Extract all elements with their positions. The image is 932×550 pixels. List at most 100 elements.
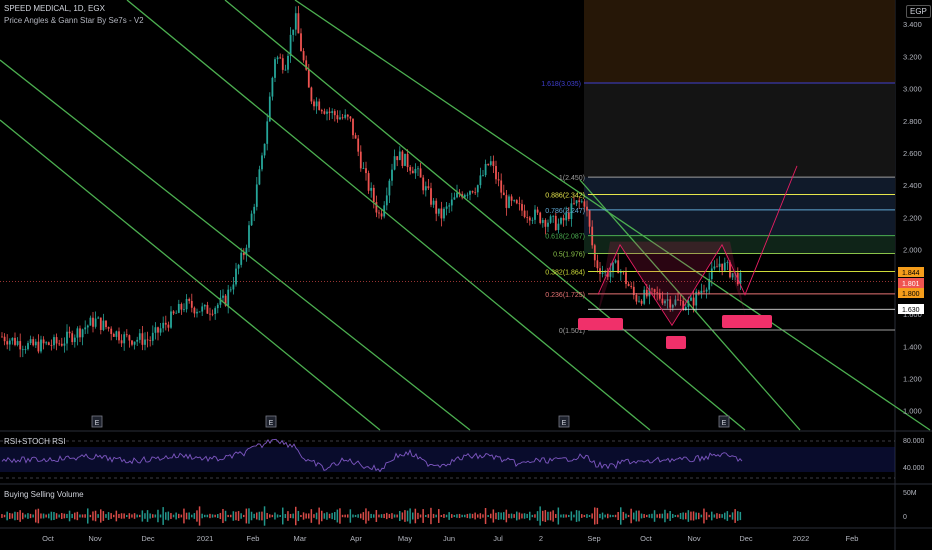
candle-body: [206, 304, 209, 314]
volume-bar: [328, 513, 331, 519]
candle-body: [313, 101, 315, 107]
candle-body: [71, 333, 74, 343]
volume-bar: [305, 513, 307, 519]
volume-bar: [635, 510, 638, 522]
fib-level-label: 0.886(2.342): [545, 193, 585, 200]
volume-bar: [115, 510, 118, 522]
candle-body: [112, 333, 115, 337]
candle-body: [201, 306, 204, 312]
candle-body: [430, 188, 432, 205]
volume-bar: [539, 506, 541, 526]
volume-bar: [544, 510, 547, 522]
candle-body: [50, 344, 53, 346]
candle-body: [372, 187, 375, 203]
candle-body: [552, 215, 555, 217]
volume-bar: [40, 513, 42, 519]
volume-bar: [126, 514, 128, 518]
candle-body: [380, 213, 383, 217]
volume-bar: [170, 513, 172, 519]
volume-bar: [479, 513, 482, 519]
pattern-marker: [578, 318, 623, 330]
candle-body: [55, 337, 58, 344]
candle-body: [125, 334, 128, 336]
channel-line: [294, 0, 931, 431]
candle-body: [297, 13, 300, 34]
candle-body: [544, 220, 547, 227]
volume-bar: [154, 514, 157, 518]
volume-bar: [604, 514, 606, 518]
candle-body: [149, 340, 152, 342]
candle-body: [708, 279, 711, 290]
candle-body: [385, 195, 388, 206]
candle-body: [375, 202, 378, 213]
candle-body: [268, 96, 271, 122]
event-marker: [718, 415, 730, 428]
candle-body: [94, 318, 97, 327]
candle-body: [510, 196, 513, 201]
volume-bar: [274, 512, 276, 520]
volume-bar: [196, 510, 198, 522]
volume-bar: [692, 511, 695, 521]
time-tick-label: 2022: [793, 534, 810, 543]
volume-bar: [620, 507, 622, 525]
candle-body: [346, 114, 349, 117]
candle-body: [3, 336, 6, 342]
volume-bar: [313, 514, 315, 518]
candle-body: [16, 341, 19, 345]
candle-body: [401, 151, 404, 166]
candle-body: [73, 337, 76, 343]
volume-bar: [315, 512, 318, 520]
volume-bar: [388, 514, 391, 518]
candle-body: [565, 212, 568, 221]
volume-bar: [165, 512, 167, 520]
candle-body: [255, 184, 258, 207]
candle-body: [710, 268, 713, 280]
volume-bar: [739, 511, 742, 521]
volume-bar: [568, 514, 570, 518]
candle-body: [333, 111, 336, 116]
volume-bar: [74, 512, 76, 520]
pattern-marker: [666, 336, 686, 349]
candle-body: [40, 339, 42, 352]
volume-bar: [118, 513, 120, 519]
channel-line: [0, 119, 381, 431]
volume-bar: [235, 511, 237, 521]
volume-bar: [518, 512, 521, 520]
volume-bar: [469, 513, 471, 519]
candle-body: [120, 340, 123, 344]
candle-body: [562, 217, 565, 221]
volume-bar: [555, 514, 557, 518]
volume-bar: [482, 514, 484, 518]
candle-body: [323, 111, 326, 114]
volume-bar: [510, 513, 513, 519]
volume-bar: [724, 512, 726, 520]
candle-body: [190, 300, 193, 308]
candle-body: [518, 203, 521, 205]
candle-body: [354, 135, 357, 139]
candle-body: [443, 208, 445, 219]
volume-bar: [9, 513, 11, 519]
candle-body: [42, 339, 45, 344]
volume-bar: [248, 508, 250, 524]
candle-body: [718, 263, 721, 267]
candle-body: [29, 339, 32, 344]
price-tick-label: 3.000: [903, 85, 922, 94]
volume-bar: [497, 512, 500, 520]
volume-bar: [664, 509, 666, 523]
volume-bar: [292, 513, 294, 519]
volume-bar: [157, 509, 159, 523]
volume-bar: [263, 506, 266, 526]
volume-bar: [198, 506, 201, 526]
volume-bar: [76, 511, 79, 521]
currency-badge[interactable]: EGP: [906, 5, 931, 18]
volume-bar: [661, 513, 664, 519]
candle-body: [666, 299, 669, 301]
volume-bar: [6, 511, 8, 521]
candle-body: [211, 313, 214, 315]
volume-bar: [526, 513, 528, 519]
volume-bar: [100, 509, 102, 523]
volume-bar: [477, 514, 479, 518]
volume-bar: [578, 510, 580, 522]
price-tick-label: 3.400: [903, 20, 922, 29]
